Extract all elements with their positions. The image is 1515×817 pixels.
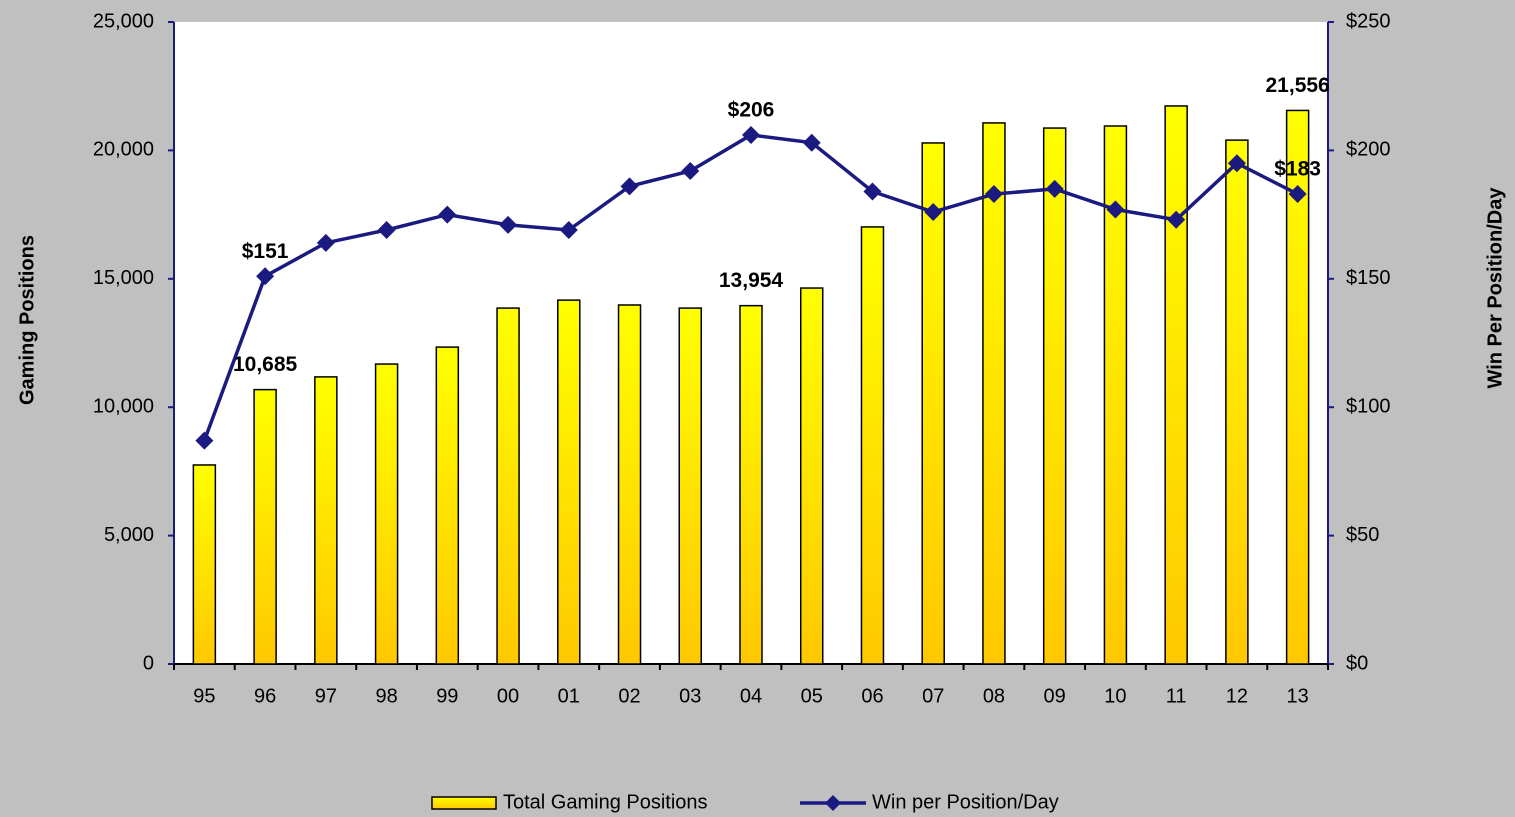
bar [1285, 109, 1310, 665]
line-marker [559, 221, 578, 240]
bar [982, 122, 1006, 665]
line-value-label: $151 [242, 240, 289, 263]
line-marker [1288, 185, 1307, 204]
y2-tick-label: $150 [1346, 267, 1391, 289]
x-tick-label: 05 [801, 685, 823, 707]
x-tick-label: 10 [1104, 685, 1126, 707]
line-marker [863, 182, 882, 201]
line-marker [377, 221, 396, 240]
x-tick-label: 96 [254, 685, 276, 707]
x-tick-label: 98 [375, 685, 397, 707]
x-tick-label: 02 [618, 685, 640, 707]
line-marker [1045, 179, 1064, 198]
x-tick-label: 09 [1044, 685, 1066, 707]
bar [1042, 127, 1067, 665]
bar [617, 304, 642, 665]
bar [557, 299, 581, 665]
x-tick-label: 00 [497, 685, 519, 707]
line-marker [1167, 210, 1186, 229]
line-marker [195, 431, 214, 450]
bar [435, 346, 460, 665]
bar [678, 307, 703, 665]
bar [374, 363, 399, 665]
bar [314, 376, 338, 665]
line-marker [802, 133, 821, 152]
bar [192, 464, 217, 665]
legend-swatch [431, 796, 497, 810]
y2-tick-label: $0 [1346, 652, 1368, 674]
x-tick-label: 04 [740, 685, 762, 707]
x-tick-label: 12 [1226, 685, 1248, 707]
line-marker [1227, 154, 1246, 173]
bar [921, 142, 945, 665]
y-tick-label: 0 [143, 652, 154, 674]
line-value-label: $206 [728, 99, 775, 122]
bar [1225, 139, 1249, 665]
x-tick-label: 11 [1166, 685, 1187, 707]
line-marker [742, 125, 760, 144]
x-tick-label: 99 [436, 685, 458, 707]
bar-value-label: 13,954 [719, 269, 784, 292]
y-tick-label: 25,000 [93, 10, 154, 32]
bar-value-label: 21,556 [1266, 74, 1330, 97]
legend-label: Total Gaming Positions [503, 791, 708, 813]
line-marker [256, 267, 275, 286]
y2-tick-label: $50 [1346, 524, 1379, 546]
x-tick-label: 13 [1287, 685, 1309, 707]
y-tick-label: 20,000 [93, 139, 154, 161]
x-tick-label: 95 [193, 685, 215, 707]
line-marker [316, 233, 335, 252]
bar-value-label: 10,685 [233, 353, 298, 376]
bar [860, 226, 885, 665]
y-tick-label: 5,000 [104, 524, 154, 546]
line-marker [984, 185, 1003, 204]
bar [799, 287, 824, 665]
y-axis-title: Gaming Positions [16, 235, 38, 405]
x-tick-label: 06 [861, 685, 883, 707]
x-tick-label: 08 [983, 685, 1005, 707]
line-marker [438, 205, 457, 224]
y-tick-label: 10,000 [93, 395, 154, 417]
line-marker [1106, 200, 1125, 219]
x-tick-label: 03 [679, 685, 701, 707]
bar [1164, 105, 1188, 665]
legend-label: Win per Position/Day [872, 791, 1059, 813]
x-tick-label: 01 [558, 685, 580, 707]
x-tick-label: 97 [315, 685, 337, 707]
bar [496, 307, 520, 665]
line-marker [924, 203, 943, 222]
bar [1103, 125, 1128, 665]
line-value-label: $183 [1274, 158, 1321, 181]
y-tick-label: 15,000 [93, 267, 154, 289]
x-tick-label: 07 [922, 685, 944, 707]
y2-tick-label: $100 [1346, 395, 1391, 417]
y2-axis-title: Win Per Position/Day [1484, 187, 1506, 389]
y2-tick-label: $250 [1346, 10, 1391, 32]
bar [739, 304, 763, 665]
line-marker [499, 215, 518, 234]
y2-tick-label: $200 [1346, 139, 1391, 161]
bar [253, 388, 277, 665]
line-marker [681, 161, 700, 180]
line-marker [620, 177, 639, 196]
legend-marker [825, 795, 841, 811]
